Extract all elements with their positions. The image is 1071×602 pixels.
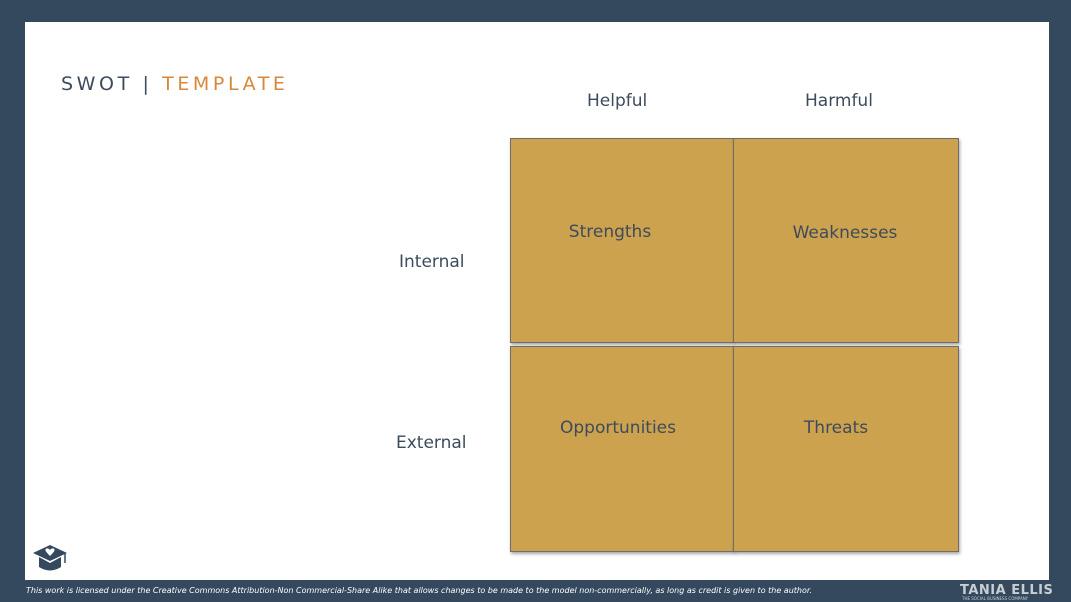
quadrant-weaknesses	[733, 138, 959, 343]
label-threats: Threats	[803, 418, 869, 438]
row-header-external: External	[396, 433, 467, 453]
license-notice: This work is licensed under the Creative…	[26, 586, 812, 595]
title-template: TEMPLATE	[162, 73, 289, 95]
quadrant-strengths	[510, 138, 734, 343]
row-header-internal: Internal	[399, 252, 465, 272]
slide-title: SWOT | TEMPLATE	[61, 73, 289, 95]
quadrant-opportunities	[510, 346, 734, 552]
title-separator: |	[142, 73, 153, 95]
slide: SWOT | TEMPLATE Helpful Harmful Internal…	[25, 22, 1049, 580]
brand-logo: TANIA ELLIS	[960, 583, 1054, 598]
title-swot: SWOT	[61, 73, 133, 95]
label-opportunities: Opportunities	[560, 418, 676, 438]
quadrant-threats	[733, 346, 959, 552]
brand-tagline: THE SOCIAL BUSINESS COMPANY	[962, 596, 1029, 601]
column-header-harmful: Harmful	[805, 91, 873, 111]
label-weaknesses: Weaknesses	[792, 223, 898, 243]
column-header-helpful: Helpful	[587, 91, 648, 111]
graduation-cap-heart-icon	[33, 545, 67, 571]
label-strengths: Strengths	[568, 222, 652, 242]
